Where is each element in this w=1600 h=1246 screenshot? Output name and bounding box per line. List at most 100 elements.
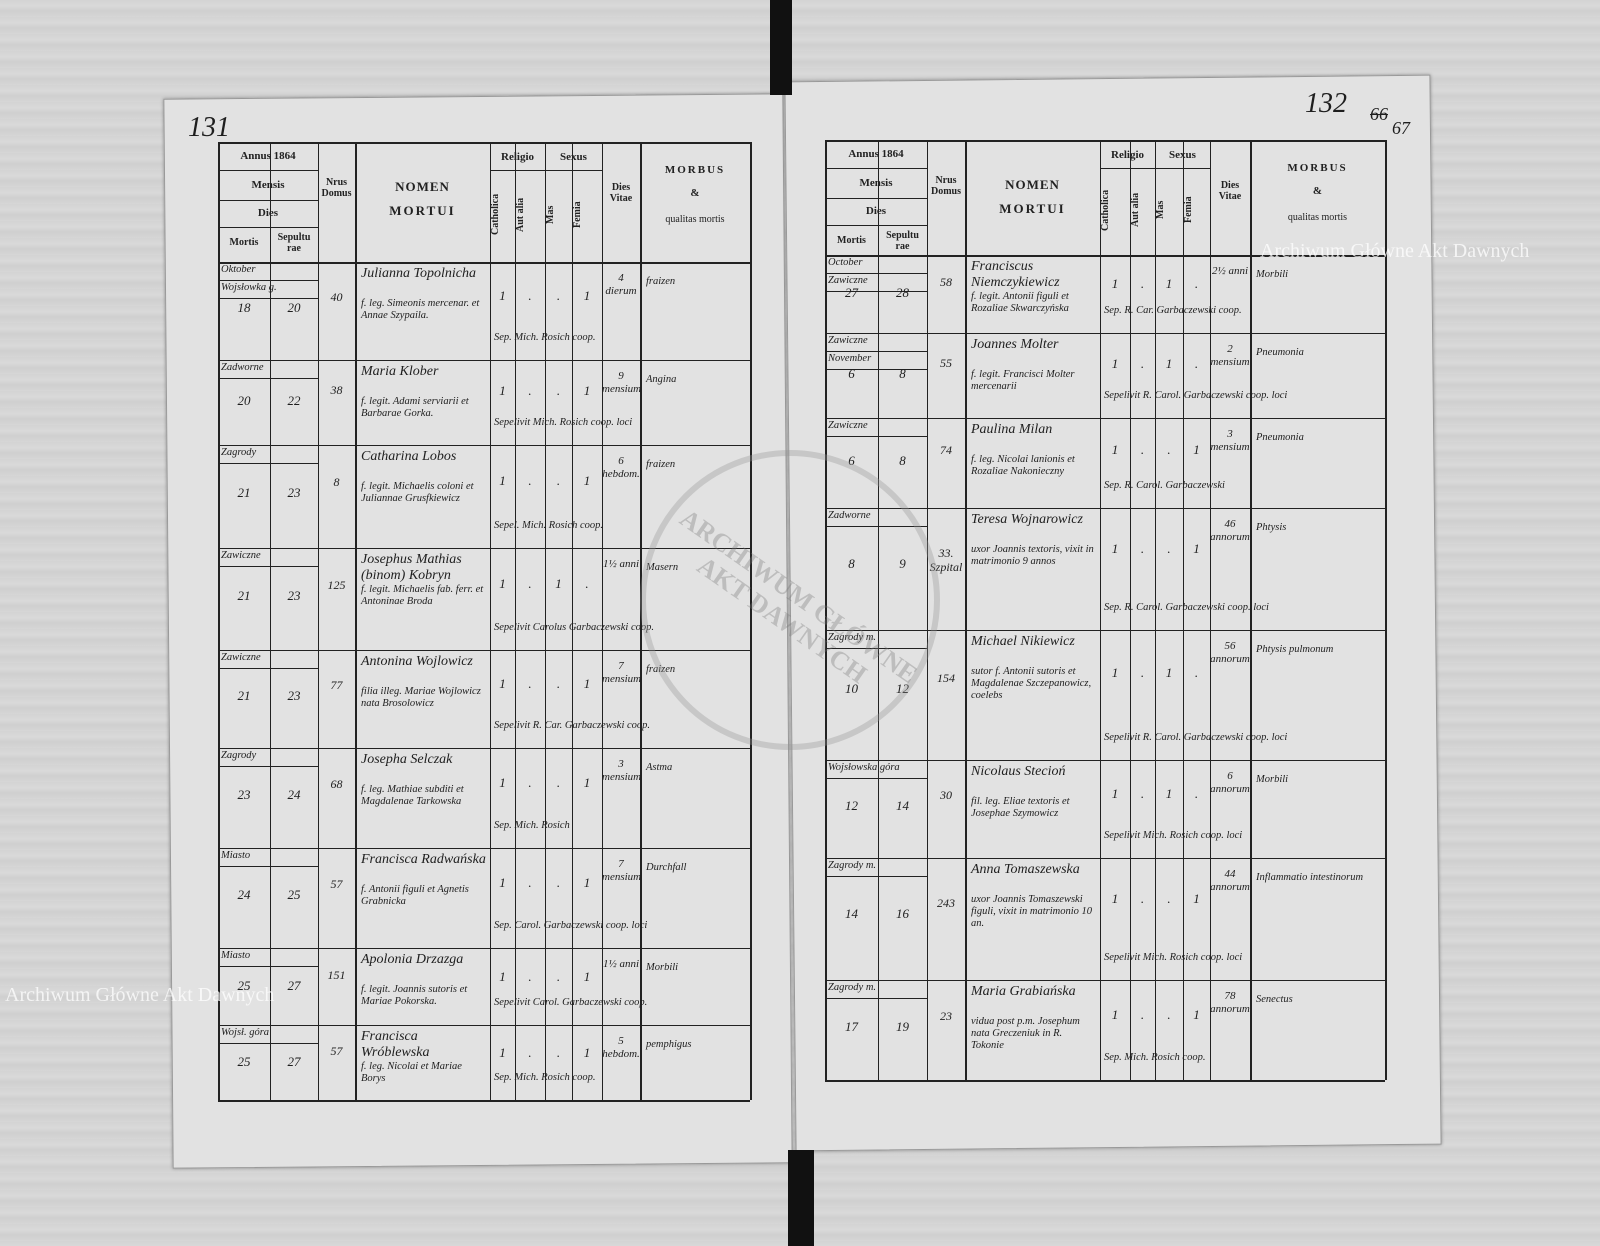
age: 2 mensium <box>1210 343 1250 368</box>
row-place: Zagrody m. <box>828 860 877 871</box>
mark-catholica: 1 <box>499 875 506 890</box>
deceased-details: f. leg. Nicolai lanionis et Rozaliae Nak… <box>971 454 1075 478</box>
date-sepultura: 23 <box>287 587 301 603</box>
deceased-name: Francisca Radwańska <box>361 852 486 867</box>
burial-priest: Sepelivit Carolus Garbaczewski coop. <box>494 622 655 633</box>
mark-femina: 1 <box>583 1045 591 1060</box>
house-number: 40 <box>330 290 343 305</box>
rule <box>825 225 927 226</box>
mark-catholica: 1 <box>499 382 506 398</box>
rule <box>825 436 927 437</box>
archive-stamp <box>640 450 940 750</box>
rule <box>572 142 573 1100</box>
cause-of-death: Inflammatio intestinorum <box>1256 872 1364 883</box>
rule <box>825 273 927 274</box>
deceased-details: f. leg. Simeonis mercenar. et Annae Szyp… <box>361 298 480 322</box>
burial-priest: Sepelivit R. Carol. Garbaczewski coop. l… <box>1104 732 1288 743</box>
mark-catholica: 1 <box>499 1045 506 1060</box>
mark-mas: . <box>1167 442 1171 458</box>
age: 9 mensium <box>602 370 642 395</box>
mark-alia: . <box>528 382 532 398</box>
row-place: Zawiczne <box>828 335 868 346</box>
row-place: Wojsł. góra <box>221 1027 270 1038</box>
rule <box>218 360 750 361</box>
mark-alia: . <box>1140 665 1145 681</box>
mark-femina: 1 <box>583 968 591 984</box>
deceased-details: fil. leg. Eliae textoris et Josephae Szy… <box>971 796 1070 820</box>
house-number: 154 <box>937 671 955 685</box>
corrected-number: 67 <box>1392 118 1410 138</box>
deceased-details: f. legit. Francisci Molter mercenarii <box>971 369 1075 393</box>
header-sepultura: Sepulturae <box>277 232 311 254</box>
rule <box>218 566 318 567</box>
rule <box>218 966 318 967</box>
header-religio: Religio <box>1111 149 1144 161</box>
mark-alia: . <box>1140 541 1145 557</box>
folio-number: 132 <box>1305 88 1347 119</box>
header-vitae: Dies Vitae <box>1218 180 1242 202</box>
mark-alia: . <box>1140 891 1145 907</box>
deceased-name: Francisca Wróblewska <box>361 1029 430 1061</box>
mark-femina: . <box>585 575 589 591</box>
rule <box>218 445 750 446</box>
spine-bottom <box>788 1150 814 1246</box>
date-mortis: 6 <box>848 366 855 381</box>
deceased-name: Franciscus Niemczykiewicz <box>971 259 1060 291</box>
mark-catholica: 1 <box>499 472 506 488</box>
mark-catholica: 1 <box>499 288 506 304</box>
deceased-details: f. legit. Adami serviarii et Barbarae Go… <box>361 396 469 420</box>
mark-alia: . <box>528 775 532 790</box>
date-sepultura: 24 <box>287 787 301 802</box>
header-alia: Aut alia <box>515 197 526 232</box>
rule <box>825 333 1385 334</box>
mark-mas: . <box>1167 891 1171 907</box>
watermark: Archiwum Główne Akt Dawnych <box>5 984 275 1006</box>
header-morbus: MORBUS <box>664 164 726 176</box>
cause-of-death: Pneumonia <box>1256 432 1304 443</box>
row-place: Zadworne <box>221 362 264 373</box>
deceased-details: f. Antonii figuli et Agnetis Grabnicka <box>361 884 469 908</box>
mark-mas: . <box>556 1045 561 1060</box>
header-morbus: MORBUS <box>1287 162 1348 174</box>
mark-mas: . <box>1167 1007 1171 1022</box>
header-annus: Annus 1864 <box>240 150 296 162</box>
rule <box>1100 168 1210 169</box>
rule <box>490 170 602 171</box>
mark-femina: . <box>1194 355 1199 371</box>
date-mortis: 21 <box>237 587 251 603</box>
date-mortis: 21 <box>237 688 251 704</box>
date-sepultura: 20 <box>287 300 301 316</box>
rule <box>218 280 318 281</box>
mark-mas: . <box>556 472 561 488</box>
date-sepultura: 22 <box>287 393 301 408</box>
cause-of-death: fraizen <box>646 276 676 287</box>
date-mortis: 25 <box>237 1054 251 1069</box>
mark-alia: . <box>528 968 532 984</box>
rule <box>825 369 927 370</box>
burial-priest: Sepelivit Mich. Rosich coop. loci <box>1104 830 1243 841</box>
age: 1½ anni <box>602 958 640 970</box>
deceased-details: f. leg. Mathiae subditi et Magdalenae Ta… <box>361 784 464 808</box>
deceased-name: Antonina Wojlowicz <box>361 654 473 669</box>
burial-priest: Sep. Carol. Garbaczewski coop. loci <box>494 920 648 931</box>
mark-alia: . <box>528 472 532 488</box>
header-mortis: Mortis <box>837 235 866 246</box>
header-religio: Religio <box>501 151 534 163</box>
row-place: Zawiczne <box>828 275 868 286</box>
header-amp: & <box>690 187 700 199</box>
date-sepultura: 16 <box>896 905 909 921</box>
cause-of-death: fraizen <box>646 459 676 470</box>
mark-catholica: 1 <box>499 968 506 984</box>
date-sepultura: 8 <box>899 366 906 381</box>
house-number: 68 <box>330 777 343 791</box>
deceased-name: Maria Klober <box>361 364 439 379</box>
header-qualitas: qualitas mortis <box>665 214 725 225</box>
house-number: 38 <box>330 383 343 397</box>
mark-alia: . <box>1140 1007 1145 1022</box>
header-nomen: NOMEN <box>1005 177 1060 192</box>
rule <box>218 142 750 144</box>
rule <box>218 463 318 464</box>
rule <box>218 866 318 867</box>
mark-mas: . <box>1167 541 1171 557</box>
deceased-name: Paulina Milan <box>971 422 1053 437</box>
